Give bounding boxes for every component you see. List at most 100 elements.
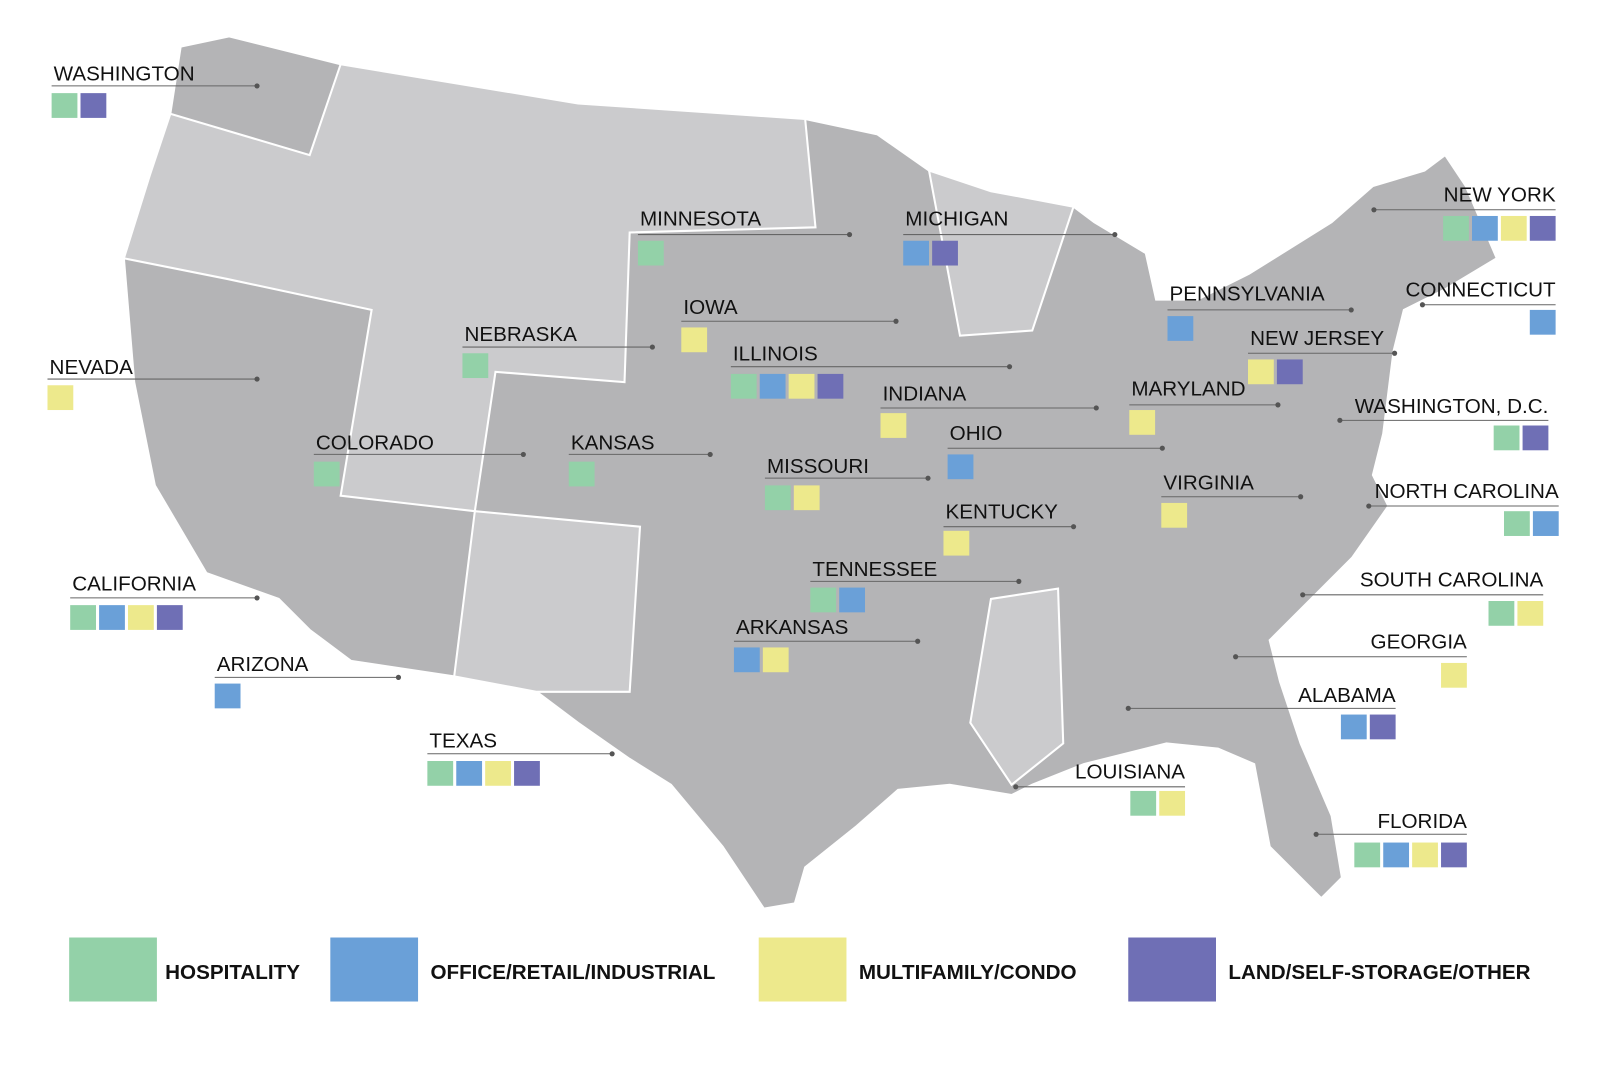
type-square: [514, 761, 540, 786]
state-label: CALIFORNIA: [72, 573, 196, 596]
type-square: [730, 373, 757, 399]
state-label: ILLINOIS: [733, 342, 818, 365]
state-label: SOUTH CAROLINA: [1360, 569, 1544, 592]
type-square: [764, 485, 791, 511]
state-dot: [609, 751, 615, 757]
type-square: [99, 605, 125, 630]
type-square: [1488, 601, 1515, 626]
state-dot: [254, 595, 260, 601]
state-label: GEORGIA: [1371, 630, 1468, 653]
state-label: KANSAS: [571, 431, 655, 454]
state-label: MISSOURI: [767, 455, 869, 478]
state-label: NEBRASKA: [465, 323, 578, 346]
legend-label: MULTIFAMILY/CONDO: [859, 961, 1077, 984]
type-square: [80, 93, 107, 118]
type-square: [1443, 215, 1469, 241]
type-square: [47, 385, 74, 411]
type-square: [1493, 425, 1520, 451]
type-square: [943, 530, 970, 556]
state-dot: [1371, 207, 1377, 213]
state-label: NEW YORK: [1444, 184, 1556, 207]
type-square: [427, 761, 454, 786]
type-square: [793, 485, 820, 511]
type-square: [1340, 714, 1367, 740]
state-label: WASHINGTON: [54, 63, 195, 86]
state-dot: [1300, 592, 1306, 598]
type-square: [1529, 215, 1556, 241]
legend-label: OFFICE/RETAIL/INDUSTRIAL: [430, 961, 715, 984]
type-square: [70, 605, 96, 630]
type-square: [1441, 842, 1467, 868]
state-dot: [1348, 307, 1354, 313]
state-label: LOUISIANA: [1075, 761, 1185, 784]
legend: HOSPITALITY OFFICE/RETAIL/INDUSTRIAL MULTI…: [69, 937, 1531, 1002]
type-square: [637, 240, 664, 266]
type-square: [485, 761, 511, 786]
state-dot: [649, 344, 655, 350]
type-square: [947, 454, 974, 480]
type-square: [1383, 842, 1410, 868]
state-label: PENNSYLVANIA: [1170, 283, 1325, 306]
state-label: FLORIDA: [1377, 810, 1467, 833]
type-square: [762, 647, 789, 673]
state-label: NORTH CAROLINA: [1375, 480, 1559, 503]
state-dot: [1016, 578, 1022, 584]
state-dot: [925, 475, 931, 481]
state-dot: [520, 451, 526, 457]
state-dot: [1070, 524, 1077, 530]
type-square: [788, 373, 815, 399]
type-square: [810, 587, 837, 613]
type-square: [1529, 309, 1556, 335]
legend-swatch: [330, 937, 419, 1002]
type-square: [462, 353, 489, 379]
state-label: NEW JERSEY: [1250, 327, 1384, 350]
state-label: VIRGINIA: [1163, 472, 1254, 495]
state-dot: [1337, 417, 1343, 423]
type-square: [1159, 790, 1186, 816]
legend-swatch: [69, 937, 157, 1002]
state-dot: [1159, 445, 1165, 451]
state-dot: [1419, 302, 1426, 308]
type-square: [1500, 215, 1527, 241]
state-dot: [1313, 831, 1319, 837]
state-label: ARKANSAS: [736, 616, 848, 639]
state-label: MICHIGAN: [905, 207, 1008, 230]
state-dot: [1093, 405, 1099, 411]
type-square: [214, 683, 241, 709]
state-label: TEXAS: [429, 730, 497, 753]
state-dot: [707, 451, 713, 457]
type-square: [1441, 662, 1467, 688]
state-dot: [1006, 364, 1013, 370]
type-square: [817, 373, 844, 399]
legend-label: HOSPITALITY: [165, 961, 300, 984]
state-label: OHIO: [950, 422, 1003, 445]
type-square: [1129, 410, 1156, 435]
state-dot: [254, 376, 260, 382]
type-square: [1504, 511, 1530, 536]
state-dot: [1013, 784, 1019, 790]
type-square: [1517, 601, 1544, 626]
type-square: [880, 413, 907, 438]
type-square: [1354, 842, 1381, 868]
type-square: [1248, 359, 1274, 385]
state-dot: [1298, 494, 1304, 500]
type-square: [681, 327, 708, 353]
type-square: [1532, 511, 1559, 536]
type-square: [1472, 215, 1498, 241]
type-square: [1276, 359, 1303, 385]
state-label: MINNESOTA: [640, 207, 761, 230]
state-label: ALABAMA: [1298, 684, 1396, 707]
type-square: [1522, 425, 1549, 451]
state-label: MARYLAND: [1131, 378, 1245, 401]
state-labels: WASHINGTON MINNESOTA MICHIGAN NEW YORK IOWA N…: [47, 63, 1559, 868]
legend-swatch: [758, 937, 847, 1002]
state-dot: [915, 638, 921, 644]
state-label: INDIANA: [883, 383, 967, 406]
state-dot: [1275, 402, 1281, 408]
light-region: [969, 587, 1065, 787]
state-label: WASHINGTON, D.C.: [1355, 395, 1549, 418]
type-square: [839, 587, 866, 613]
state-label: KENTUCKY: [946, 500, 1059, 523]
state-dot: [846, 231, 853, 238]
state-label: ARIZONA: [217, 653, 309, 676]
